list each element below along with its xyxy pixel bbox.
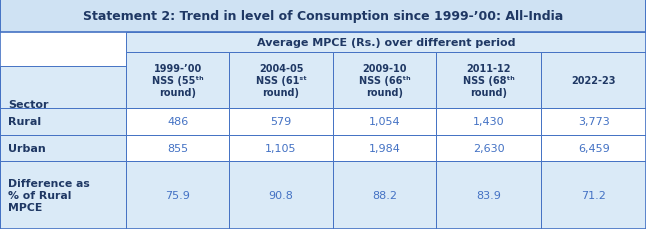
Text: 83.9: 83.9 (476, 190, 501, 200)
Text: 88.2: 88.2 (372, 190, 397, 200)
Bar (0, 66, 126, 142)
Bar (229, 109, 333, 135)
Text: 579: 579 (271, 117, 291, 127)
Bar (541, 109, 646, 135)
Bar (126, 135, 229, 161)
Text: 855: 855 (167, 143, 188, 153)
Text: 486: 486 (167, 117, 188, 127)
Text: Urban: Urban (8, 143, 45, 153)
Text: Difference as
% of Rural
MPCE: Difference as % of Rural MPCE (8, 179, 90, 212)
Text: 2004-05
NSS (61ˢᵗ
round): 2004-05 NSS (61ˢᵗ round) (256, 64, 306, 97)
Bar (0, 161, 126, 229)
Text: 2022-23: 2022-23 (572, 76, 616, 86)
Text: 1999-’00
NSS (55ᵗʰ
round): 1999-’00 NSS (55ᵗʰ round) (152, 64, 203, 97)
Bar (333, 161, 436, 229)
Bar (126, 109, 229, 135)
Bar (541, 53, 646, 109)
Text: 1,430: 1,430 (473, 117, 505, 127)
Bar (541, 161, 646, 229)
Bar (0, 135, 126, 161)
Text: 90.8: 90.8 (269, 190, 293, 200)
Text: Sector: Sector (8, 99, 48, 109)
Text: Average MPCE (Rs.) over different period: Average MPCE (Rs.) over different period (256, 38, 516, 48)
Text: 3,773: 3,773 (578, 117, 610, 127)
Bar (126, 53, 229, 109)
Text: 2,630: 2,630 (473, 143, 505, 153)
Text: 1,054: 1,054 (369, 117, 400, 127)
Bar (541, 135, 646, 161)
Bar (126, 33, 646, 53)
Bar (126, 161, 229, 229)
Bar (0, 109, 126, 135)
Bar (436, 161, 541, 229)
Text: 2009-10
NSS (66ᵗʰ
round): 2009-10 NSS (66ᵗʰ round) (359, 64, 410, 97)
Bar (436, 135, 541, 161)
Bar (229, 53, 333, 109)
Bar (333, 109, 436, 135)
Bar (229, 135, 333, 161)
Bar (229, 161, 333, 229)
Text: 1,984: 1,984 (368, 143, 401, 153)
Bar (333, 53, 436, 109)
Bar (436, 109, 541, 135)
Text: 75.9: 75.9 (165, 190, 190, 200)
Text: 71.2: 71.2 (581, 190, 606, 200)
Text: 1,105: 1,105 (266, 143, 297, 153)
Text: Statement 2: Trend in level of Consumption since 1999-’00: All-India: Statement 2: Trend in level of Consumpti… (83, 10, 563, 23)
Text: Rural: Rural (8, 117, 41, 127)
Bar (0, 0, 646, 33)
Text: 6,459: 6,459 (578, 143, 610, 153)
Text: 2011-12
NSS (68ᵗʰ
round): 2011-12 NSS (68ᵗʰ round) (463, 64, 515, 97)
Bar (333, 135, 436, 161)
Bar (436, 53, 541, 109)
